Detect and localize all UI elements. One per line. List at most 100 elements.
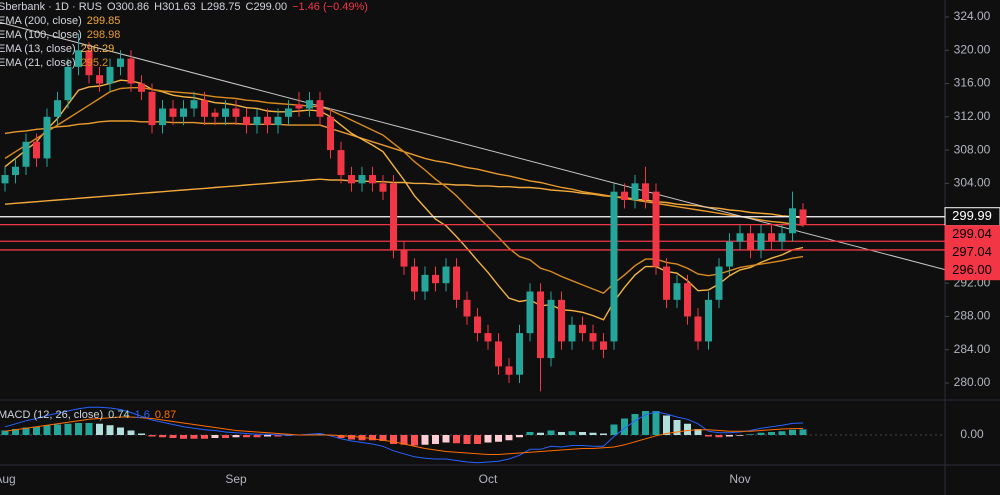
legend: Sberbank · 1D · RUS O300.86 H301.63 L298.75… — [0, 1, 368, 421]
macd-histogram-bar — [400, 435, 408, 445]
candle-body — [190, 100, 198, 109]
price-label-box — [944, 261, 1000, 281]
macd-histogram-bar — [96, 423, 103, 435]
legend-name: EMA (13, close) — [0, 43, 76, 55]
candle-body — [453, 266, 460, 300]
macd-histogram-bar — [243, 435, 250, 438]
macd-histogram-bar — [232, 435, 240, 438]
candle-body — [43, 116, 51, 159]
candle-body — [306, 100, 313, 109]
x-tick-label: Nov — [729, 472, 750, 486]
y-tick-label: 320.00 — [954, 42, 991, 56]
macd-histogram-bar — [621, 418, 628, 435]
candle-body — [600, 341, 607, 350]
candle-body — [516, 333, 523, 375]
macd-histogram-bar — [736, 435, 744, 436]
macd-histogram-bar — [12, 429, 19, 435]
macd-histogram-bar — [705, 435, 712, 437]
candle-body — [75, 50, 82, 67]
candle-body — [390, 183, 397, 250]
macd-histogram-bar — [684, 423, 691, 435]
macd-legend-value: 1.6 — [135, 409, 150, 421]
candle-body — [526, 291, 534, 334]
macd-histogram-bar — [495, 435, 502, 442]
candle-body — [211, 112, 219, 117]
macd-histogram-bar — [54, 424, 61, 435]
candle-body — [631, 183, 639, 200]
macd-histogram-bar — [390, 435, 397, 444]
candle-body — [96, 75, 103, 84]
macd-histogram-bar — [516, 435, 523, 438]
x-tick-label: Sep — [225, 472, 247, 486]
candle-body — [369, 175, 376, 184]
candle-body — [442, 266, 450, 284]
macd-histogram-bar — [600, 433, 607, 435]
macd-histogram-bar — [127, 430, 135, 435]
x-tick-label: Oct — [479, 472, 498, 486]
candle-body — [474, 316, 481, 334]
candle-body — [243, 116, 250, 126]
macd-histogram-bar — [537, 432, 544, 435]
legend-name: EMA (21, close) — [0, 57, 76, 69]
candle-body — [379, 183, 387, 192]
macd-pane — [0, 406, 945, 464]
candle-body — [337, 150, 345, 176]
axes: 280.00284.00288.00292.00296.00300.00304.… — [0, 9, 1000, 486]
candle-body — [789, 208, 796, 234]
ema-line — [4, 178, 804, 219]
candle-body — [285, 108, 292, 117]
legend-name: EMA (100, close) — [0, 29, 82, 41]
y-tick-label: 288.00 — [954, 309, 991, 323]
y-tick-label: 324.00 — [954, 9, 991, 23]
macd-histogram-bar — [442, 435, 450, 443]
candle-body — [747, 233, 754, 250]
macd-histogram-bar — [253, 435, 261, 438]
macd-histogram-bar — [768, 432, 775, 435]
candle-body — [778, 233, 786, 242]
macd-histogram-bar — [190, 435, 198, 439]
candle-body — [12, 166, 19, 176]
candle-body — [652, 191, 660, 267]
legend-value: 299.85 — [87, 15, 121, 27]
candle-body — [264, 116, 271, 126]
price-pane — [0, 21, 945, 392]
candle-body — [642, 183, 649, 200]
legend-value: 298.98 — [87, 29, 121, 41]
macd-histogram-bar — [369, 435, 376, 441]
candle-body — [484, 333, 492, 342]
macd-histogram-bar — [159, 435, 166, 438]
candle-body — [736, 233, 744, 242]
macd-histogram-bar — [106, 425, 114, 435]
macd-histogram-bar — [526, 432, 534, 435]
candle-body — [274, 116, 282, 126]
y-tick-label: 316.00 — [954, 76, 991, 90]
macd-histogram-bar — [589, 432, 597, 435]
macd-histogram-bar — [411, 435, 418, 446]
candle-body — [495, 341, 502, 367]
candle-body — [117, 58, 124, 67]
price-label: 299.04 — [952, 226, 992, 241]
macd-histogram-bar — [778, 431, 786, 435]
candle-body — [757, 233, 765, 250]
candle-body — [33, 141, 40, 159]
macd-histogram-bar — [274, 435, 282, 437]
macd-histogram-bar — [180, 435, 187, 439]
ohlc-label: O300.86 — [107, 1, 149, 13]
macd-histogram-bar — [757, 432, 765, 435]
macd-histogram-bar — [726, 435, 733, 437]
macd-histogram-bar — [337, 435, 345, 438]
macd-histogram-bar — [505, 435, 513, 441]
ohlc-label: H301.63 — [154, 1, 196, 13]
candle-body — [295, 104, 303, 109]
price-label: 299.99 — [952, 208, 992, 223]
macd-line — [4, 406, 804, 464]
macd-histogram-bar — [348, 435, 355, 440]
ohlc-label: −1.46 (−0.49%) — [292, 1, 368, 13]
y-tick-label: 304.00 — [954, 176, 991, 190]
macd-histogram-bar — [568, 431, 576, 435]
candle-body — [621, 191, 628, 200]
candle-body — [705, 299, 712, 342]
candle-body — [663, 266, 670, 300]
macd-histogram-bar — [631, 414, 639, 435]
candle-body — [253, 116, 261, 126]
